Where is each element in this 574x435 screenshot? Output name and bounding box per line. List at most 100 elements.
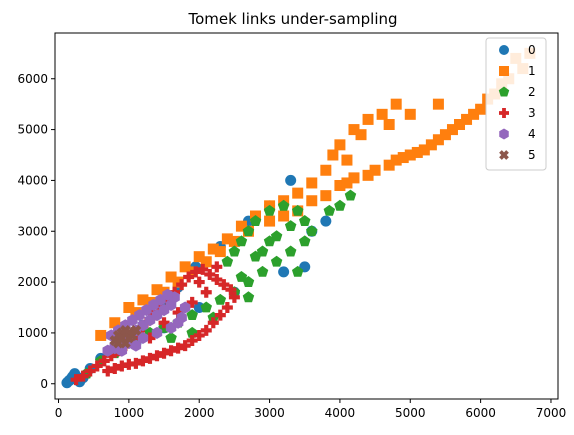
data-point: [425, 139, 437, 151]
data-point: [355, 129, 367, 141]
data-point: [105, 350, 117, 362]
data-point: [193, 276, 205, 288]
data-point: [221, 302, 233, 313]
plot-frame: [54, 32, 559, 400]
x-tick-label: 6000: [465, 406, 496, 420]
data-point: [109, 317, 121, 329]
x-tick-label: 7000: [536, 406, 567, 420]
data-point: [84, 365, 96, 377]
data-point: [200, 301, 213, 313]
data-point: [165, 271, 177, 283]
data-point: [348, 124, 360, 136]
data-point: [298, 215, 311, 226]
data-point: [225, 284, 237, 296]
data-point: [327, 149, 339, 161]
data-point: [204, 268, 216, 280]
data-point: [70, 374, 82, 386]
data-point: [179, 261, 191, 273]
legend: 0 1 2 3 4 5: [485, 37, 547, 171]
legend-marker: [499, 108, 509, 118]
data-point: [461, 113, 473, 125]
series-4: [102, 288, 191, 357]
y-tick-label: 6000: [17, 72, 48, 86]
data-point: [411, 146, 423, 158]
data-point: [158, 347, 170, 359]
y-tick-label: 2000: [17, 275, 48, 289]
data-point: [348, 172, 360, 184]
data-point: [151, 284, 163, 296]
y-tick-label: 4000: [17, 173, 48, 187]
data-point: [291, 204, 304, 216]
data-point: [179, 340, 191, 352]
data-point: [228, 235, 240, 247]
data-point: [221, 233, 233, 245]
data-point: [200, 286, 212, 298]
data-point: [383, 159, 395, 171]
data-point: [176, 279, 188, 291]
data-point: [116, 360, 128, 372]
data-point: [151, 350, 163, 362]
data-point: [214, 246, 226, 258]
plot-area: [61, 47, 536, 389]
data-point: [211, 274, 223, 286]
data-point: [249, 215, 262, 226]
data-point: [362, 113, 374, 125]
x-tick-label: 3000: [254, 406, 285, 420]
data-point: [284, 220, 297, 232]
legend-label: 0: [528, 43, 536, 57]
data-point: [137, 355, 149, 367]
data-point: [390, 154, 402, 166]
legend-label: 2: [528, 85, 536, 99]
data-point: [344, 189, 357, 201]
data-point: [404, 149, 416, 161]
series-5: [109, 325, 142, 349]
data-point: [256, 265, 269, 277]
data-point: [102, 365, 114, 377]
data-point: [123, 302, 135, 313]
x-tick-label: 2000: [184, 406, 215, 420]
x-tick-label: 4000: [325, 406, 356, 420]
data-point: [214, 309, 226, 321]
data-point: [320, 215, 332, 227]
data-point: [432, 134, 444, 146]
data-point: [369, 164, 381, 176]
legend-marker: [499, 128, 509, 140]
data-point: [278, 210, 290, 222]
data-point: [144, 332, 156, 344]
data-point: [334, 139, 346, 151]
data-point: [112, 337, 124, 349]
data-point: [130, 325, 142, 336]
data-point: [404, 108, 416, 120]
data-point: [285, 174, 297, 186]
data-point: [130, 357, 142, 369]
data-point: [77, 370, 89, 382]
x-tick-label: 0: [55, 406, 63, 420]
data-point: [179, 301, 191, 314]
data-point: [235, 270, 248, 282]
data-point: [207, 317, 219, 329]
data-point: [172, 342, 184, 354]
y-tick-label: 1000: [17, 326, 48, 340]
data-point: [306, 195, 318, 207]
data-point: [397, 152, 409, 164]
data-point: [207, 243, 219, 255]
data-point: [235, 220, 247, 232]
data-point: [144, 352, 156, 364]
data-point: [228, 245, 241, 257]
data-point: [186, 335, 198, 347]
data-point: [193, 329, 205, 341]
y-tick-label: 0: [40, 377, 48, 391]
y-tick-label: 3000: [17, 224, 48, 238]
data-point: [278, 266, 290, 278]
data-point: [214, 293, 227, 305]
data-point: [454, 119, 466, 130]
x-tick-label: 5000: [395, 406, 426, 420]
data-point: [320, 164, 332, 176]
data-point: [341, 177, 353, 189]
data-point: [306, 225, 318, 237]
legend-box: [485, 37, 547, 171]
data-point: [306, 177, 318, 189]
data-point: [439, 129, 451, 141]
data-point: [200, 256, 212, 268]
